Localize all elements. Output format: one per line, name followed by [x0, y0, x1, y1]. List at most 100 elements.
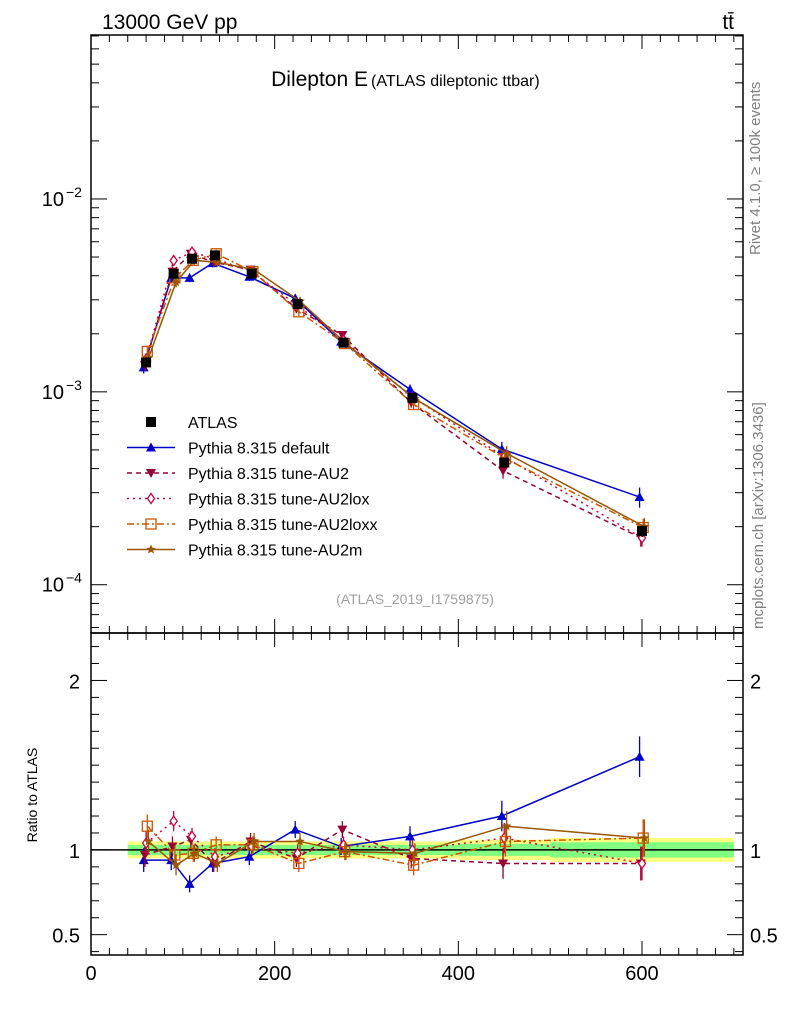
ratio-series-marker	[639, 833, 650, 843]
data-point	[338, 337, 349, 348]
legend-label: Pythia 8.315 tune-AU2	[188, 466, 349, 483]
legend-marker	[146, 544, 156, 554]
main-series-line	[144, 252, 642, 539]
process-label: tt̄	[722, 11, 734, 34]
data-point	[499, 457, 510, 468]
x-tick-label: 600	[625, 963, 658, 985]
analysis-label: (ATLAS_2019_I1759875)	[336, 591, 494, 607]
ratio-series-marker	[138, 855, 149, 865]
ratio-series-layer	[138, 736, 650, 893]
ratio-series-marker	[244, 851, 255, 861]
main-plot-panel: 10−410−310−2 Dilepton E (ATLAS dileptoni…	[42, 34, 744, 634]
ratio-axis-ticks: 0.5 0.5 1 1 2 2 0 200 400 600	[52, 633, 778, 985]
legend-label: Pythia 8.315 tune-AU2lox	[188, 492, 369, 509]
ratio-series-marker	[189, 848, 200, 858]
y-tick-label: 10	[42, 382, 64, 404]
ratio-series-marker	[290, 824, 301, 834]
data-point	[168, 268, 179, 279]
y-tick-label: 10	[42, 575, 64, 597]
ratio-series-marker	[139, 851, 150, 861]
legend: ATLAS Pythia 8.315 default Pythia 8.315 tu…	[127, 415, 377, 560]
ratio-tick-label-left: 2	[69, 671, 80, 693]
y-tick-exponent: −3	[66, 377, 82, 393]
ratio-tick-label-right: 2	[750, 671, 761, 693]
legend-label-atlas: ATLAS	[188, 415, 238, 432]
data-point	[407, 392, 418, 403]
ratio-series-marker	[167, 842, 178, 852]
chart-title: Dilepton E	[271, 68, 368, 91]
x-tick-label: 400	[442, 963, 475, 985]
main-series-marker	[184, 272, 195, 282]
main-series-marker	[169, 254, 178, 267]
chart-subtitle: (ATLAS dileptonic ttbar)	[371, 73, 540, 90]
y-tick-exponent: −2	[66, 184, 82, 200]
ratio-series-marker	[184, 878, 195, 888]
ratio-series-marker	[187, 830, 197, 843]
main-series-marker	[501, 448, 512, 458]
ratio-series-marker	[141, 820, 153, 832]
data-point	[187, 253, 198, 264]
ratio-series-line	[144, 828, 641, 865]
main-data-layer	[141, 250, 647, 538]
ratio-series-marker	[210, 839, 222, 851]
main-series-line	[146, 252, 644, 529]
energy-label: 13000 GeV pp	[102, 11, 237, 34]
ratio-series-marker	[212, 858, 223, 868]
ratio-series-marker	[501, 821, 512, 831]
ratio-series-line	[145, 820, 643, 865]
ratio-series-marker	[171, 860, 181, 870]
ratio-tick-label-right: 0.5	[750, 926, 778, 948]
data-point	[292, 299, 303, 310]
ratio-series-marker	[295, 836, 305, 846]
ratio-series-marker	[496, 811, 507, 821]
ratio-y-label: Ratio to ATLAS	[24, 748, 40, 843]
mcplots-reference-label: mcplots.cern.ch [arXiv:1306.3436]	[750, 402, 767, 629]
legend-label: Pythia 8.315 default	[188, 441, 330, 458]
ratio-tick-label-left: 1	[69, 841, 80, 863]
ratio-series-marker	[187, 847, 199, 859]
ratio-series-marker	[143, 836, 154, 846]
ratio-series-marker	[498, 859, 509, 869]
ratio-series-marker	[293, 857, 305, 870]
ratio-series-marker	[169, 814, 178, 828]
legend-label: Pythia 8.315 tune-AU2loxx	[188, 517, 377, 534]
ratio-series-marker	[169, 849, 181, 861]
legend-marker-atlas	[146, 417, 156, 427]
main-series-marker	[337, 331, 348, 341]
ratio-series-marker	[407, 859, 420, 871]
ratio-series-line	[148, 825, 645, 867]
y-tick-exponent: −4	[66, 570, 82, 586]
ratio-plot-panel: 0.5 0.5 1 1 2 2 0 200 400 600 Ratio to ATLAS	[24, 632, 778, 985]
main-series-marker	[634, 491, 645, 501]
y-tick-label: 10	[42, 189, 64, 211]
ratio-series-line	[146, 825, 644, 866]
main-series-marker	[212, 257, 223, 267]
main-series-line	[145, 251, 643, 539]
legend-label: Pythia 8.315 tune-AU2m	[188, 543, 362, 560]
x-tick-label: 0	[85, 963, 96, 985]
ratio-frame	[90, 632, 744, 956]
main-series-marker	[171, 277, 181, 287]
data-point	[209, 250, 220, 261]
main-axis-ticks: 10−410−310−2	[42, 35, 743, 633]
x-tick-label: 200	[258, 963, 291, 985]
ratio-tick-label-left: 0.5	[52, 926, 80, 948]
rivet-version-label: Rivet 4.1.0, ≥ 100k events	[747, 82, 764, 255]
ratio-series-marker	[249, 836, 259, 846]
legend-marker	[146, 442, 156, 452]
ratio-series-marker	[410, 848, 420, 858]
ratio-series-marker	[337, 825, 348, 835]
data-point	[246, 268, 257, 279]
legend-marker	[146, 469, 156, 478]
ratio-series-marker	[341, 846, 351, 856]
ratio-tick-label-right: 1	[750, 841, 761, 863]
data-point	[141, 357, 152, 368]
ratio-series-marker	[405, 831, 416, 841]
data-point	[636, 525, 647, 536]
legend-marker	[145, 518, 157, 530]
ratio-series-line	[143, 756, 640, 885]
main-series-marker	[498, 466, 509, 476]
ratio-series-marker	[634, 751, 645, 761]
ratio-series-marker	[499, 835, 512, 848]
